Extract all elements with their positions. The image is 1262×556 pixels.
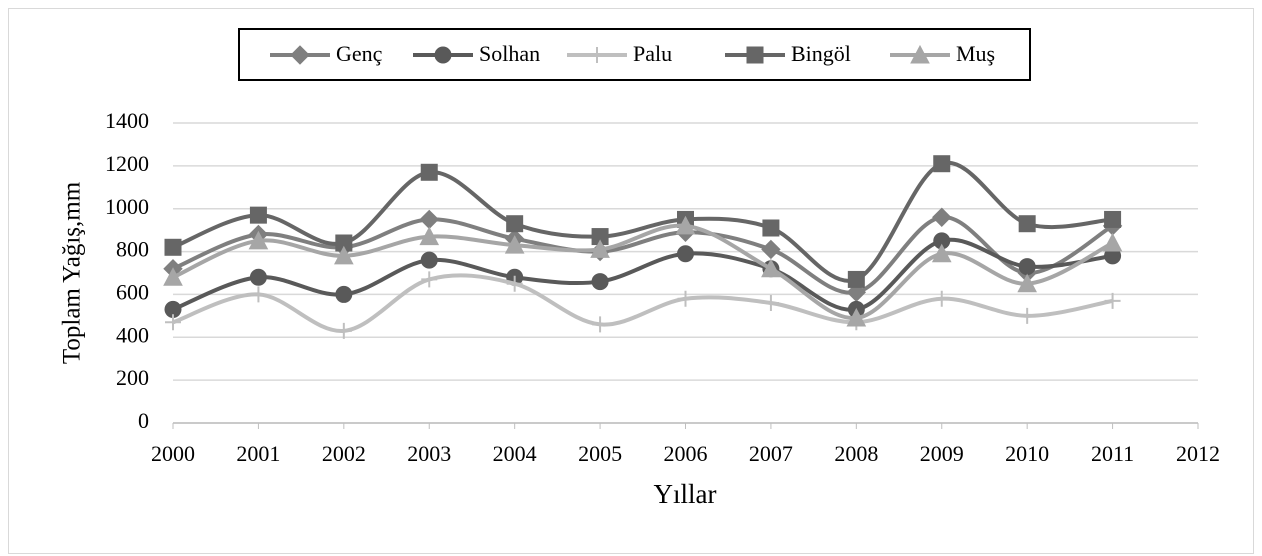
x-tick-label: 2012: [1176, 441, 1220, 466]
legend-label: Muş: [956, 41, 995, 66]
x-tick-label: 2003: [407, 441, 451, 466]
y-tick-label: 600: [116, 279, 149, 304]
legend-label: Bingöl: [791, 41, 851, 66]
data-point: [1104, 210, 1122, 228]
data-point: [334, 245, 354, 265]
data-point: [1104, 292, 1121, 309]
x-tick-label: 2001: [236, 441, 280, 466]
data-point: [591, 273, 609, 291]
chart-frame: [8, 8, 1254, 554]
x-tick-label: 2002: [322, 441, 366, 466]
x-axis-title: Yıllar: [654, 479, 717, 509]
x-tick-label: 2005: [578, 441, 622, 466]
data-point: [421, 271, 438, 288]
data-point: [1018, 258, 1036, 276]
y-tick-label: 0: [138, 408, 149, 433]
y-tick-label: 800: [116, 237, 149, 262]
y-tick-label: 1000: [105, 194, 149, 219]
legend-marker: [290, 45, 310, 65]
legend-marker: [746, 46, 764, 64]
y-tick-label: 400: [116, 322, 149, 347]
data-point: [164, 238, 182, 256]
legend-label: Solhan: [479, 41, 540, 66]
data-point: [335, 322, 352, 339]
data-point: [335, 285, 353, 303]
legend-label: Genç: [336, 41, 383, 66]
x-tick-label: 2004: [493, 441, 537, 466]
y-tick-label: 1200: [105, 151, 149, 176]
x-tick-label: 2010: [1005, 441, 1049, 466]
data-point: [677, 290, 694, 307]
data-point: [420, 251, 438, 269]
data-point: [761, 258, 781, 278]
data-point: [932, 207, 952, 227]
data-point: [762, 295, 779, 311]
data-point: [163, 267, 183, 286]
data-point: [506, 215, 524, 233]
x-tick-label: 2006: [664, 441, 708, 466]
data-point: [506, 275, 523, 292]
x-tick-label: 2007: [749, 441, 793, 466]
data-point: [933, 290, 950, 307]
data-point: [1102, 232, 1123, 252]
legend-marker: [434, 46, 452, 64]
data-point: [677, 245, 694, 263]
data-point: [249, 206, 267, 224]
data-point: [847, 270, 865, 288]
legend-marker: [910, 44, 930, 64]
data-point: [933, 155, 951, 173]
x-tick-label: 2008: [834, 441, 878, 466]
data-point: [165, 314, 181, 331]
legend-marker: [589, 47, 605, 63]
data-point: [590, 239, 610, 258]
data-point: [675, 215, 696, 235]
data-point: [249, 268, 267, 286]
data-point: [1017, 273, 1037, 293]
data-point: [931, 243, 952, 263]
x-tick-label: 2000: [151, 441, 195, 466]
y-tick-label: 1400: [105, 108, 149, 133]
data-point: [762, 219, 780, 237]
data-point: [250, 286, 267, 303]
x-tick-label: 2011: [1091, 441, 1134, 466]
y-tick-label: 200: [116, 365, 149, 390]
data-point: [761, 239, 781, 260]
data-point: [504, 235, 525, 254]
y-axis-title: Toplam Yağış,mm: [59, 181, 86, 364]
x-tick-label: 2009: [920, 441, 964, 466]
data-point: [846, 307, 867, 327]
data-point: [419, 226, 440, 246]
data-point: [248, 230, 269, 250]
data-point: [1019, 307, 1036, 324]
data-point: [420, 163, 438, 181]
legend-label: Palu: [633, 41, 672, 66]
data-point: [592, 316, 609, 333]
data-point: [1018, 215, 1036, 233]
